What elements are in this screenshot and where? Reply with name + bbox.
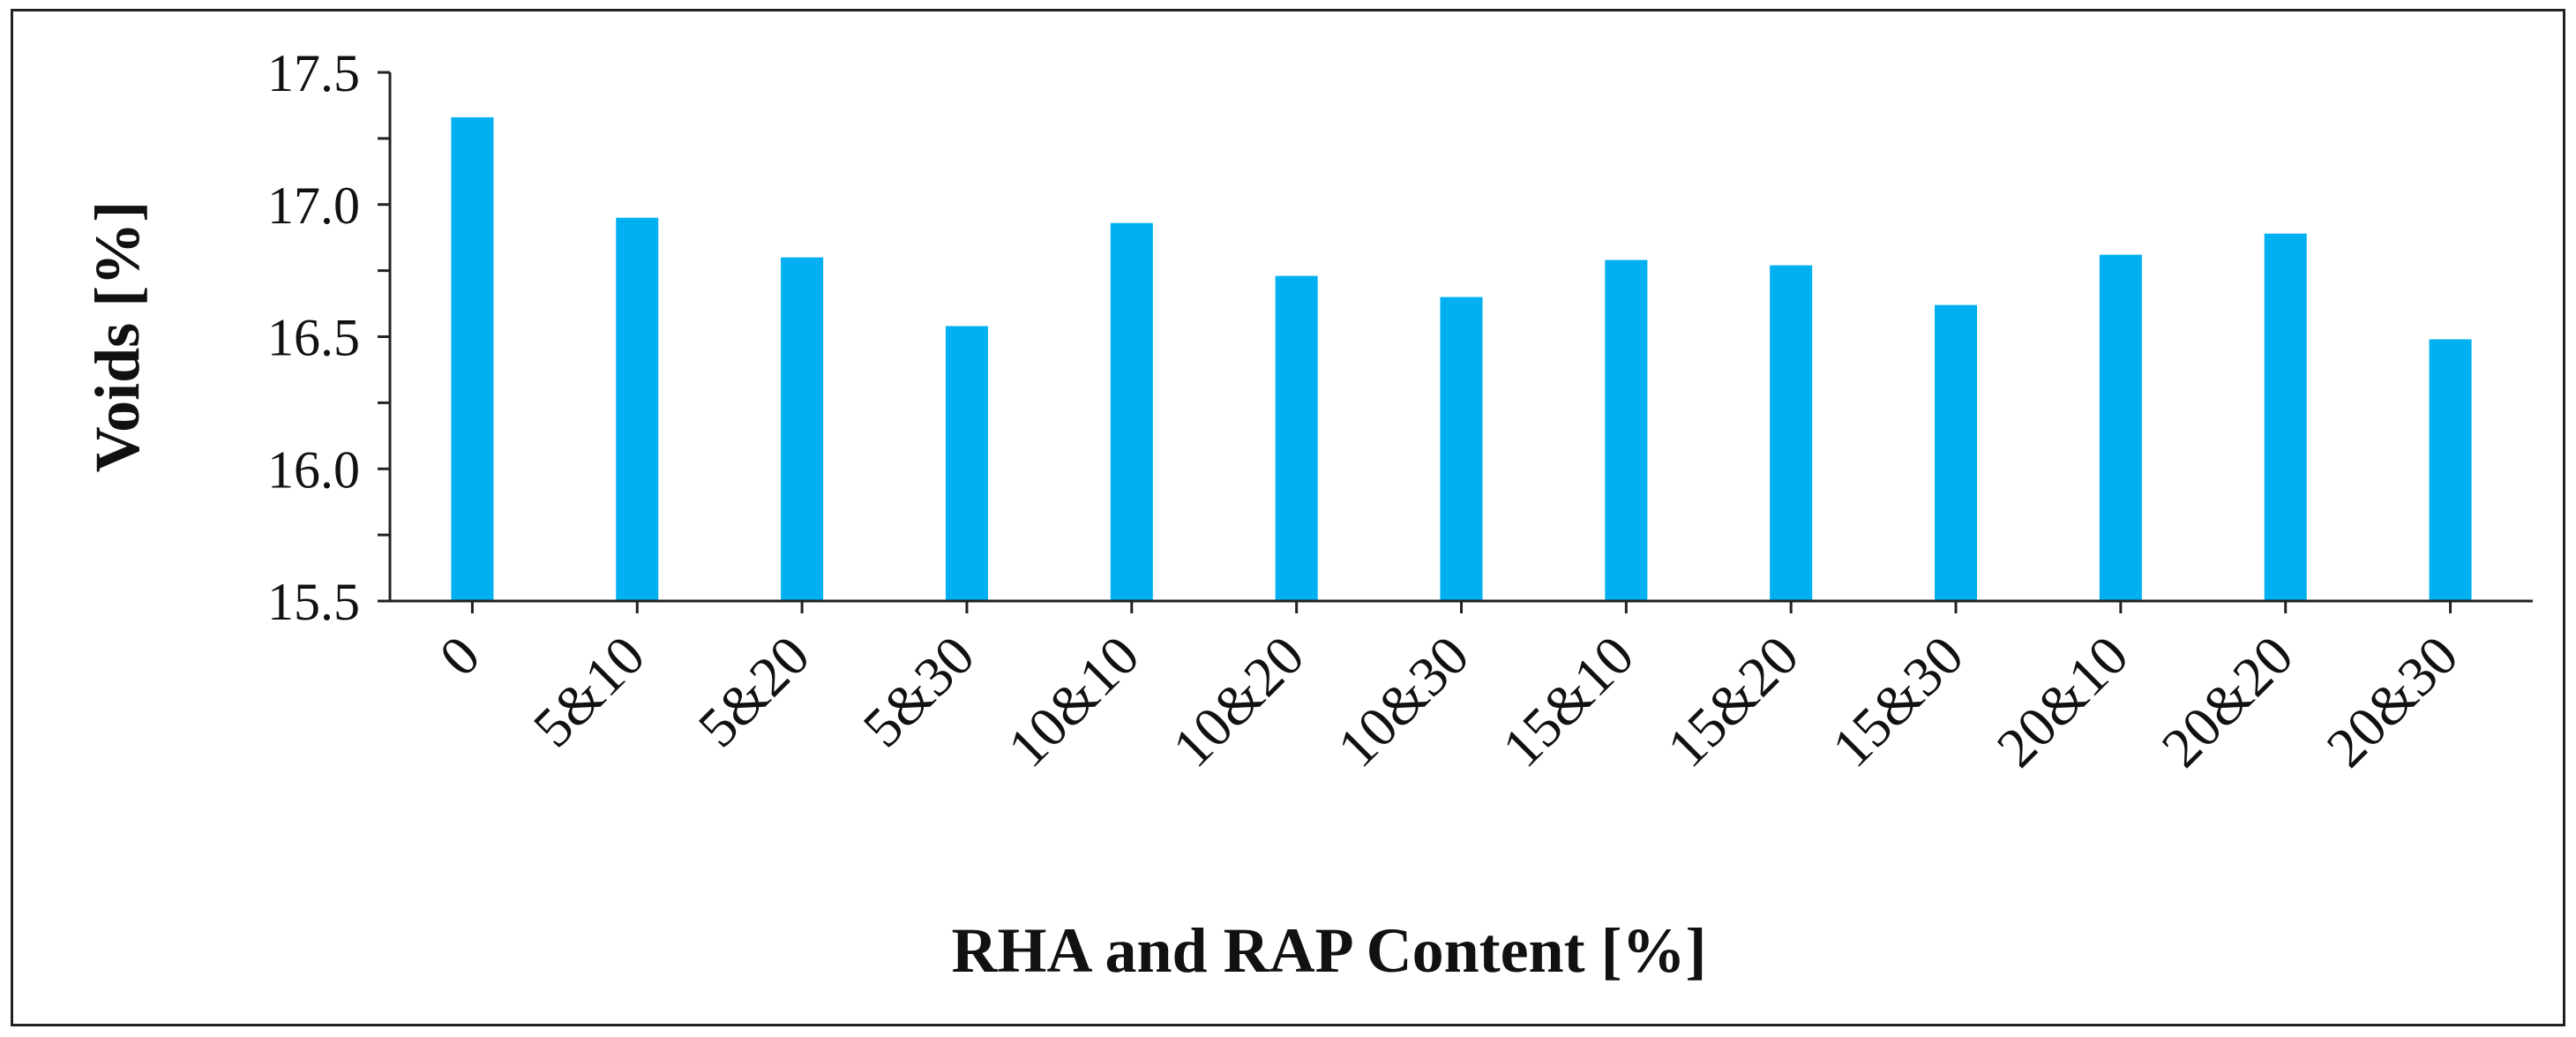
bar [945,326,988,601]
y-tick-label: 16.0 [267,440,360,499]
bar [1605,259,1648,601]
x-tick-label: 0 [427,624,491,688]
x-tick-label: 15&20 [1655,624,1810,779]
chart-frame: 15.5 16.0 16.5 17.0 17.5 0 5&10 5&20 5&30 10&10 1… [11,9,2565,1026]
bar [1275,275,1318,601]
x-tick-label: 10&10 [996,624,1151,779]
bar [2264,233,2307,601]
y-tick-label: 16.5 [267,309,360,367]
y-axis-title: Voids [%] [82,201,153,472]
bar [1935,304,1978,601]
bar [781,257,824,601]
bar [1770,265,1813,601]
bars-layer [451,116,2472,601]
x-tick-label: 20&30 [2315,624,2470,779]
bar [2099,254,2142,601]
y-tick-label: 15.5 [267,573,360,631]
x-tick-label: 10&30 [1325,624,1480,779]
y-tick-label: 17.0 [267,177,360,235]
bar [1110,222,1153,601]
x-tick-label: 10&20 [1161,624,1316,779]
x-ticks: 0 5&10 5&20 5&30 10&10 10&20 10&30 15&10 15&20 15… [427,601,2469,779]
bar [1440,297,1483,601]
bar-chart: 15.516.016.517.017.5 0 5&10 5&20 5&30 10&10 1… [82,44,2533,986]
y-ticks: 15.5 16.0 16.5 17.0 17.5 [267,44,390,631]
x-tick-label: 20&10 [1985,624,2140,779]
bar [616,217,659,601]
x-tick-label: 5&10 [521,624,656,759]
bar [2429,339,2472,601]
x-tick-label: 15&10 [1490,624,1645,779]
x-tick-label: 5&30 [851,624,986,759]
x-tick-label: 20&20 [2150,624,2305,779]
y-tick-label: 17.5 [267,44,360,102]
x-tick-label: 15&30 [1820,624,1975,779]
bar [451,116,494,601]
x-tick-label: 5&20 [686,624,821,759]
x-axis-title: RHA and RAP Content [%] [951,915,1706,986]
